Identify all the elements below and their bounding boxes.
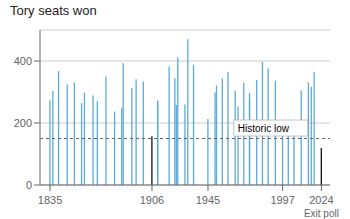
svg-text:0: 0 bbox=[26, 179, 32, 191]
svg-text:200: 200 bbox=[14, 117, 32, 129]
html-text:Tory seats won: Tory seats won bbox=[10, 3, 97, 18]
svg-text:Historic low: Historic low bbox=[238, 123, 290, 134]
svg-text:1945: 1945 bbox=[196, 194, 220, 206]
svg-text:1997: 1997 bbox=[270, 194, 294, 206]
svg-text:1906: 1906 bbox=[140, 194, 164, 206]
svg-text:Exit poll: Exit poll bbox=[304, 208, 339, 219]
svg-text:400: 400 bbox=[14, 55, 32, 67]
svg-text:1835: 1835 bbox=[38, 194, 62, 206]
svg-text:2024: 2024 bbox=[309, 194, 333, 206]
